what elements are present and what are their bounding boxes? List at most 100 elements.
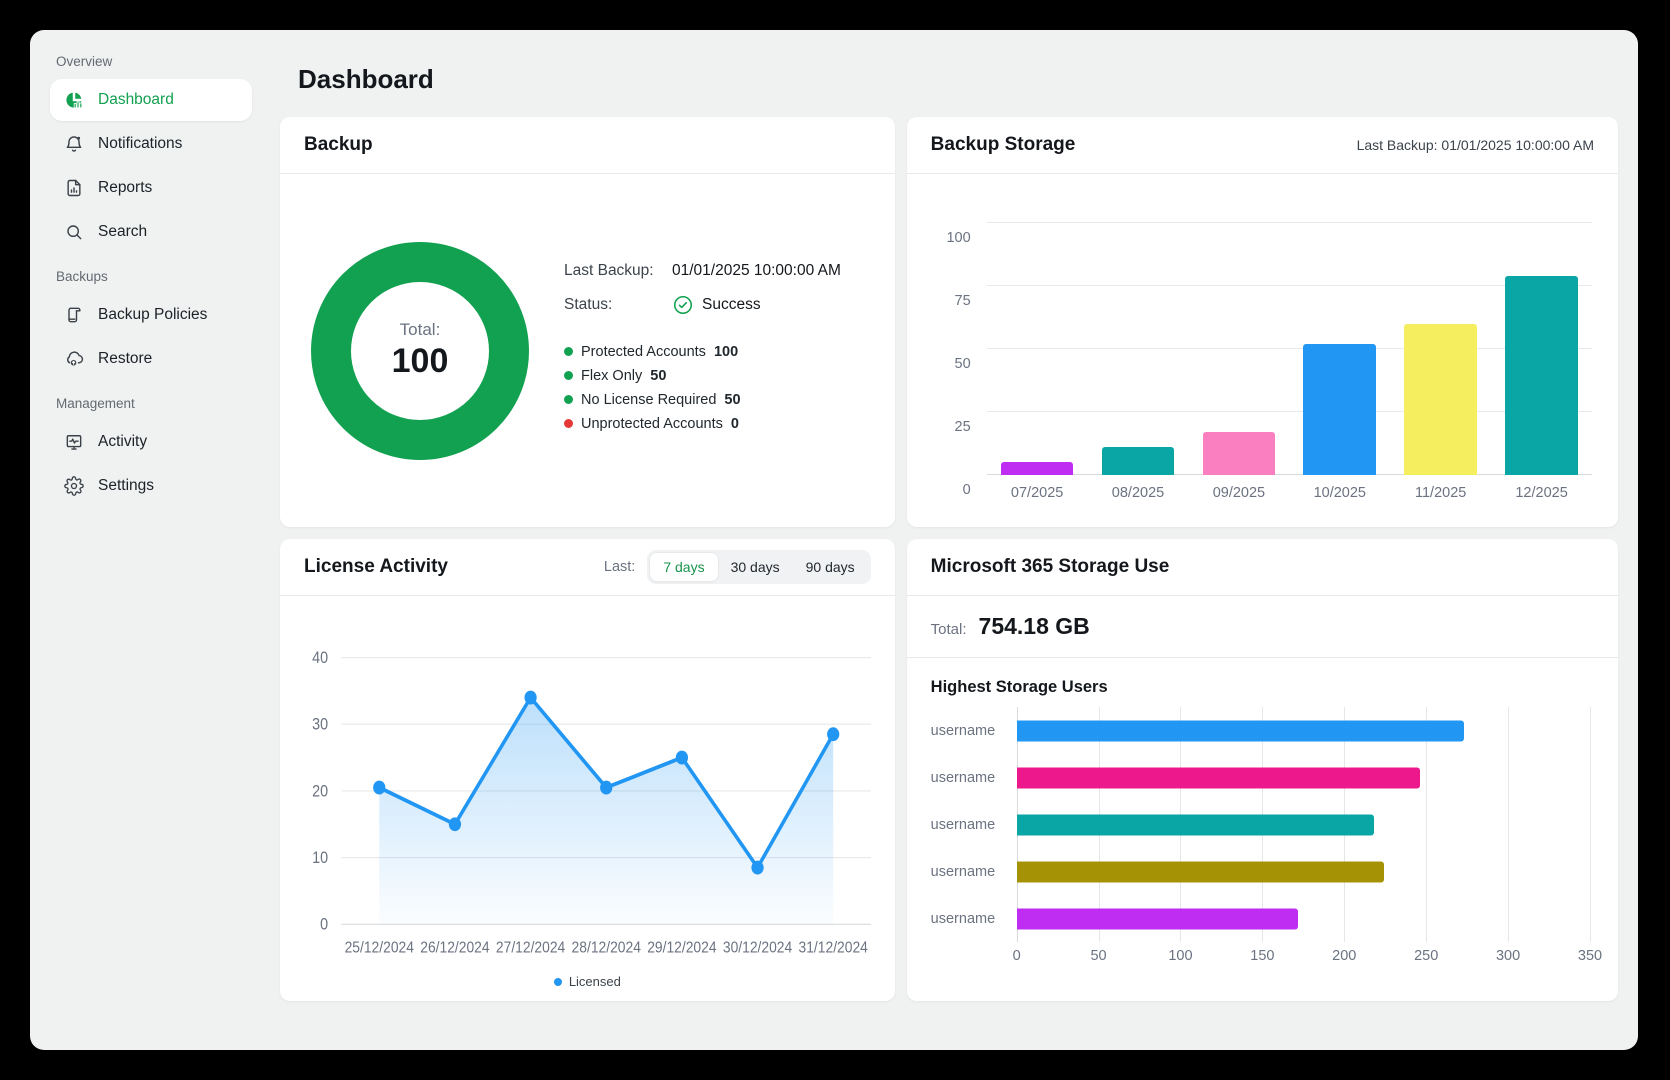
bar-slot (1390, 323, 1491, 475)
data-point-26/12/2024[interactable] (448, 817, 462, 832)
sidebar-item-notifications[interactable]: Notifications (50, 123, 252, 165)
legend-item-protected: Protected Accounts 100 (564, 344, 885, 360)
user-label: username (930, 910, 996, 927)
legend-value: 50 (650, 367, 667, 384)
data-point-25/12/2024[interactable] (373, 780, 386, 795)
storage-bar-3[interactable] (1016, 814, 1374, 835)
area-fill (379, 697, 834, 925)
y-tick-label: 30 (312, 716, 328, 734)
storage-bar-5[interactable] (1016, 908, 1299, 929)
bar-11/2025[interactable] (1404, 323, 1477, 475)
gridline: 100 (946, 222, 1592, 246)
backup-storage-last-backup: Last Backup: 01/01/2025 10:00:00 AM (1356, 137, 1594, 153)
y-tick-label: 20 (312, 783, 328, 801)
y-tick-label: 75 (954, 293, 971, 309)
sidebar-item-search[interactable]: Search (50, 211, 252, 253)
m365-subtitle: Highest Storage Users (930, 678, 1108, 696)
time-filter-group: 7 days 30 days 90 days (647, 550, 871, 584)
legend-dot (564, 395, 573, 404)
data-point-30/12/2024[interactable] (751, 860, 764, 875)
x-tick-label: 08/2025 (1111, 485, 1165, 501)
filter-7-days-button[interactable]: 7 days (650, 553, 718, 581)
legend-item-no-license: No License Required 50 (564, 392, 885, 408)
sidebar-item-reports[interactable]: Reports (50, 167, 252, 209)
user-label: username (930, 816, 996, 833)
sidebar-item-restore[interactable]: Restore (50, 338, 252, 380)
bar-12/2025[interactable] (1505, 275, 1578, 475)
backup-card-title: Backup (304, 134, 373, 155)
sidebar-item-dashboard[interactable]: Dashboard (50, 79, 252, 121)
y-tick-label: 0 (962, 482, 971, 498)
storage-users-chart: username username username username username… (907, 707, 1618, 1001)
status-value: Success (672, 294, 761, 316)
search-icon (64, 222, 84, 242)
legend-label: Flex Only (581, 367, 643, 384)
cloud-restore-icon (64, 349, 84, 369)
backup-card-body: Total: 100 Last Backup: 01/01/2025 10:00… (280, 174, 895, 527)
bar-08/2025[interactable] (1101, 447, 1175, 475)
x-tick-label: 28/12/2024 (572, 940, 641, 957)
bar-10/2025[interactable] (1303, 343, 1377, 475)
policy-icon (64, 305, 84, 325)
pie-chart-icon (64, 90, 84, 110)
backup-storage-title: Backup Storage (930, 134, 1076, 155)
gridline: 50 (955, 348, 1592, 372)
report-icon (64, 178, 84, 198)
sidebar-item-label: Notifications (98, 135, 183, 152)
backup-storage-card: Backup Storage Last Backup: 01/01/2025 1… (906, 117, 1618, 527)
success-check-icon (673, 295, 693, 314)
x-tick-label: 200 (1332, 948, 1357, 964)
license-activity-legend: Licensed (280, 972, 895, 1001)
filter-90-days-button[interactable]: 90 days (793, 553, 868, 581)
user-label: username (930, 863, 996, 880)
x-tick-label: 150 (1250, 948, 1275, 964)
sidebar-item-label: Settings (98, 477, 155, 494)
filter-30-days-button[interactable]: 30 days (718, 553, 793, 581)
x-tick-label: 250 (1414, 948, 1439, 964)
gridline: 25 (955, 411, 1592, 435)
sidebar-item-label: Activity (98, 433, 148, 450)
storage-users-x-axis: 0 50 100 150 200 250 300 350 (1013, 942, 1602, 968)
sidebar-item-label: Reports (98, 179, 153, 196)
sidebar-item-settings[interactable]: Settings (50, 465, 252, 507)
backup-storage-header: Backup Storage Last Backup: 01/01/2025 1… (906, 117, 1618, 174)
y-tick-label: 25 (954, 419, 971, 435)
legend-label: Protected Accounts (581, 343, 706, 360)
storage-bar-2[interactable] (1016, 767, 1420, 788)
gear-icon (64, 476, 84, 496)
license-activity-title: License Activity (304, 556, 448, 577)
activity-icon (64, 432, 84, 452)
bar-slot (987, 462, 1088, 475)
sidebar-section-overview: Overview (56, 54, 113, 69)
storage-bar-4[interactable] (1016, 861, 1384, 882)
license-activity-chart: 0 10 20 30 40 25/12/2024 26/12/2024 27/12/2024 2… (280, 596, 895, 972)
x-tick-label: 31/12/2024 (799, 940, 868, 957)
backup-card: Backup Total: 100 (280, 117, 895, 527)
backup-donut-chart[interactable]: Total: 100 (310, 241, 530, 461)
bar-row (1016, 754, 1590, 801)
data-point-31/12/2024[interactable] (827, 727, 840, 742)
m365-total-value: 754.18 GB (978, 613, 1090, 639)
backup-legend: Protected Accounts 100 Flex Only 50 (564, 344, 885, 432)
legend-label: Licensed (568, 974, 621, 989)
x-tick-label: 30/12/2024 (723, 940, 792, 957)
data-point-29/12/2024[interactable] (675, 750, 689, 765)
storage-bar-1[interactable] (1016, 720, 1464, 741)
x-tick-label: 350 (1577, 948, 1603, 964)
bar-09/2025[interactable] (1202, 432, 1276, 475)
sidebar-item-label: Dashboard (98, 91, 174, 108)
sidebar-item-backup-policies[interactable]: Backup Policies (50, 294, 252, 336)
storage-users-plot (1016, 707, 1591, 942)
time-filter: Last: 7 days 30 days 90 days (604, 550, 871, 584)
sidebar-item-activity[interactable]: Activity (50, 421, 252, 463)
storage-users-plot-row: username username username username username (930, 707, 1591, 942)
bar-row (1016, 895, 1590, 942)
line-chart-svg: 0 10 20 30 40 25/12/2024 26/12/2024 27/12/2024 2… (312, 649, 872, 957)
data-point-27/12/2024[interactable] (524, 690, 537, 705)
backup-storage-chart: 0 25 50 75 100 07/2025 08/2025 09/2025 10/2025 1… (907, 174, 1618, 527)
data-point-28/12/2024[interactable] (600, 780, 613, 795)
x-tick-label: 29/12/2024 (647, 940, 716, 957)
last-backup-row: Last Backup: 01/01/2025 10:00:00 AM (564, 262, 885, 280)
x-tick-label: 11/2025 (1415, 485, 1467, 501)
bar-07/2025[interactable] (1000, 462, 1074, 475)
